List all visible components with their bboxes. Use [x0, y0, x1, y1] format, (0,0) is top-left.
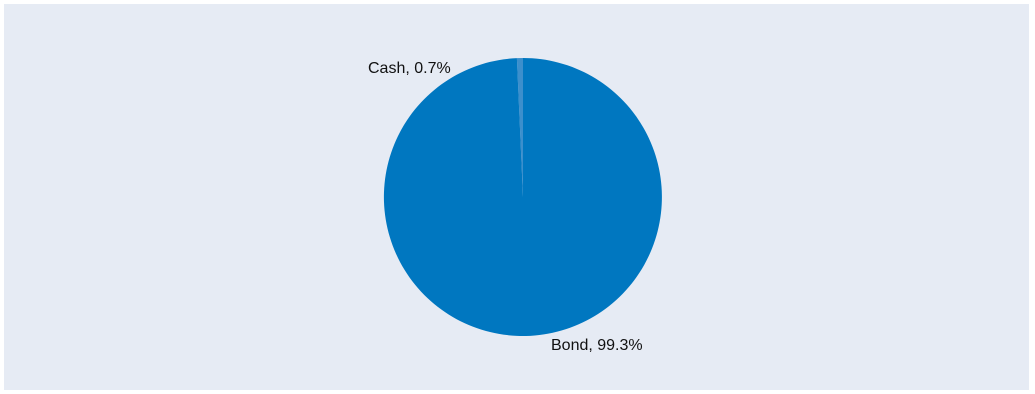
pie-slice-bond	[383, 58, 662, 336]
pie-slices	[383, 57, 662, 336]
slice-label-bond: Bond, 99.3%	[551, 337, 643, 354]
pie-labels: Cash, 0.7% Bond, 99.3%	[368, 60, 643, 354]
pie-slice-cash	[516, 57, 523, 197]
slice-label-cash: Cash, 0.7%	[368, 60, 451, 77]
